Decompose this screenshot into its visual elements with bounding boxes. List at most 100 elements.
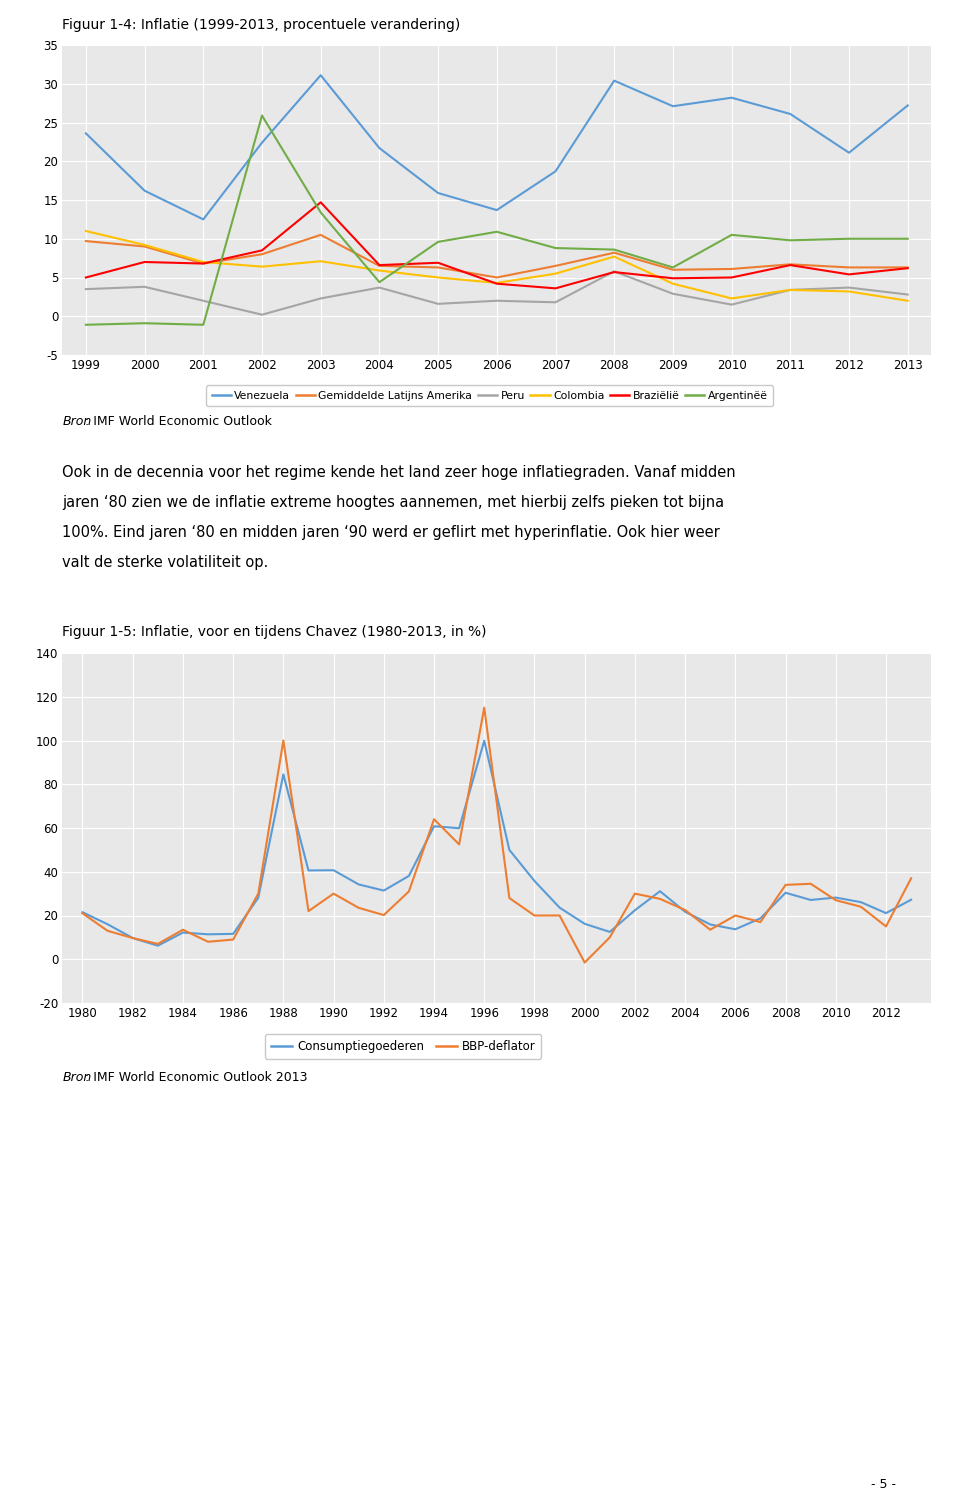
Consumptiegoederen bbox=[403, 866, 415, 884]
Gemiddelde Latijns Amerika bbox=[256, 244, 268, 263]
Peru bbox=[315, 290, 326, 308]
Venezuela bbox=[373, 139, 385, 157]
Consumptiegoederen bbox=[453, 819, 465, 837]
BBP-deflator bbox=[705, 920, 716, 939]
Venezuela bbox=[550, 163, 562, 181]
BBP-deflator bbox=[504, 889, 516, 907]
BBP-deflator bbox=[730, 907, 741, 925]
Line: Gemiddelde Latijns Amerika: Gemiddelde Latijns Amerika bbox=[85, 235, 908, 278]
Consumptiegoederen bbox=[680, 902, 691, 920]
Braziëlië bbox=[80, 269, 91, 287]
Line: Venezuela: Venezuela bbox=[85, 75, 908, 219]
Consumptiegoederen bbox=[378, 881, 390, 899]
BBP-deflator bbox=[252, 884, 264, 902]
BBP-deflator bbox=[804, 875, 816, 893]
Line: BBP-deflator: BBP-deflator bbox=[83, 708, 911, 963]
BBP-deflator bbox=[478, 699, 490, 717]
Argentinëë bbox=[373, 273, 385, 291]
Text: - 5 -: - 5 - bbox=[871, 1477, 896, 1491]
BBP-deflator bbox=[629, 884, 640, 902]
Colombia bbox=[492, 273, 503, 291]
Legend: Consumptiegoederen, BBP-deflator: Consumptiegoederen, BBP-deflator bbox=[265, 1034, 541, 1059]
BBP-deflator bbox=[178, 920, 189, 939]
Colombia bbox=[784, 281, 796, 299]
Argentinëë bbox=[726, 226, 737, 244]
BBP-deflator bbox=[655, 890, 666, 908]
Argentinëë bbox=[432, 232, 444, 250]
Consumptiegoederen bbox=[428, 818, 440, 836]
Argentinëë bbox=[256, 107, 268, 125]
Peru bbox=[432, 294, 444, 312]
Colombia bbox=[432, 269, 444, 287]
Gemiddelde Latijns Amerika bbox=[492, 269, 503, 287]
Consumptiegoederen bbox=[755, 910, 766, 928]
Consumptiegoederen bbox=[579, 914, 590, 933]
Consumptiegoederen bbox=[604, 924, 615, 942]
Peru bbox=[80, 281, 91, 299]
BBP-deflator bbox=[428, 810, 440, 828]
Text: Bron: Bron bbox=[62, 1071, 91, 1083]
Argentinëë bbox=[139, 314, 151, 332]
Gemiddelde Latijns Amerika bbox=[198, 255, 209, 273]
Venezuela bbox=[198, 210, 209, 228]
Consumptiegoederen bbox=[102, 914, 113, 933]
Consumptiegoederen bbox=[504, 841, 516, 859]
Consumptiegoederen bbox=[804, 890, 816, 908]
Gemiddelde Latijns Amerika bbox=[902, 258, 914, 276]
BBP-deflator bbox=[604, 928, 615, 946]
Venezuela bbox=[667, 97, 679, 115]
Braziëlië bbox=[667, 269, 679, 287]
Braziëlië bbox=[492, 275, 503, 293]
Consumptiegoederen bbox=[228, 925, 239, 943]
Braziëlië bbox=[139, 254, 151, 272]
Colombia bbox=[256, 258, 268, 276]
Gemiddelde Latijns Amerika bbox=[373, 257, 385, 275]
Line: Colombia: Colombia bbox=[85, 231, 908, 300]
Peru bbox=[902, 285, 914, 303]
Gemiddelde Latijns Amerika bbox=[550, 257, 562, 275]
Venezuela bbox=[256, 134, 268, 152]
Line: Braziëlië: Braziëlië bbox=[85, 202, 908, 288]
Text: : IMF World Economic Outlook 2013: : IMF World Economic Outlook 2013 bbox=[85, 1071, 308, 1083]
BBP-deflator bbox=[579, 954, 590, 972]
Colombia bbox=[139, 235, 151, 254]
Consumptiegoederen bbox=[730, 920, 741, 939]
Gemiddelde Latijns Amerika bbox=[843, 258, 854, 276]
BBP-deflator bbox=[127, 930, 138, 948]
Venezuela bbox=[726, 89, 737, 107]
Text: Bron: Bron bbox=[62, 415, 91, 429]
BBP-deflator bbox=[453, 836, 465, 854]
BBP-deflator bbox=[302, 902, 314, 920]
Argentinëë bbox=[80, 315, 91, 333]
Braziëlië bbox=[432, 254, 444, 272]
Consumptiegoederen bbox=[554, 898, 565, 916]
Peru bbox=[198, 291, 209, 309]
Venezuela bbox=[784, 106, 796, 124]
Braziëlië bbox=[609, 263, 620, 281]
Colombia bbox=[315, 252, 326, 270]
Text: Ook in de decennia voor het regime kende het land zeer hoge inflatiegraden. Vana: Ook in de decennia voor het regime kende… bbox=[62, 465, 736, 480]
BBP-deflator bbox=[327, 884, 339, 902]
Consumptiegoederen bbox=[905, 890, 917, 908]
Text: 100%. Eind jaren ‘80 en midden jaren ‘90 werd er geflirt met hyperinflatie. Ook : 100%. Eind jaren ‘80 en midden jaren ‘90… bbox=[62, 525, 720, 540]
Text: : IMF World Economic Outlook: : IMF World Economic Outlook bbox=[85, 415, 273, 429]
Peru bbox=[609, 263, 620, 281]
Argentinëë bbox=[667, 258, 679, 276]
Braziëlië bbox=[256, 241, 268, 260]
Venezuela bbox=[80, 124, 91, 142]
Venezuela bbox=[902, 97, 914, 115]
Argentinëë bbox=[550, 238, 562, 257]
Text: Figuur 1-4: Inflatie (1999-2013, procentuele verandering): Figuur 1-4: Inflatie (1999-2013, procent… bbox=[62, 18, 461, 32]
Colombia bbox=[609, 247, 620, 266]
Argentinëë bbox=[902, 229, 914, 247]
Gemiddelde Latijns Amerika bbox=[315, 226, 326, 244]
Venezuela bbox=[843, 143, 854, 161]
Gemiddelde Latijns Amerika bbox=[80, 232, 91, 250]
BBP-deflator bbox=[102, 922, 113, 940]
Braziëlië bbox=[843, 266, 854, 284]
Peru bbox=[726, 296, 737, 314]
BBP-deflator bbox=[277, 732, 289, 750]
Braziëlië bbox=[902, 260, 914, 278]
BBP-deflator bbox=[880, 917, 892, 936]
Braziëlië bbox=[373, 257, 385, 275]
